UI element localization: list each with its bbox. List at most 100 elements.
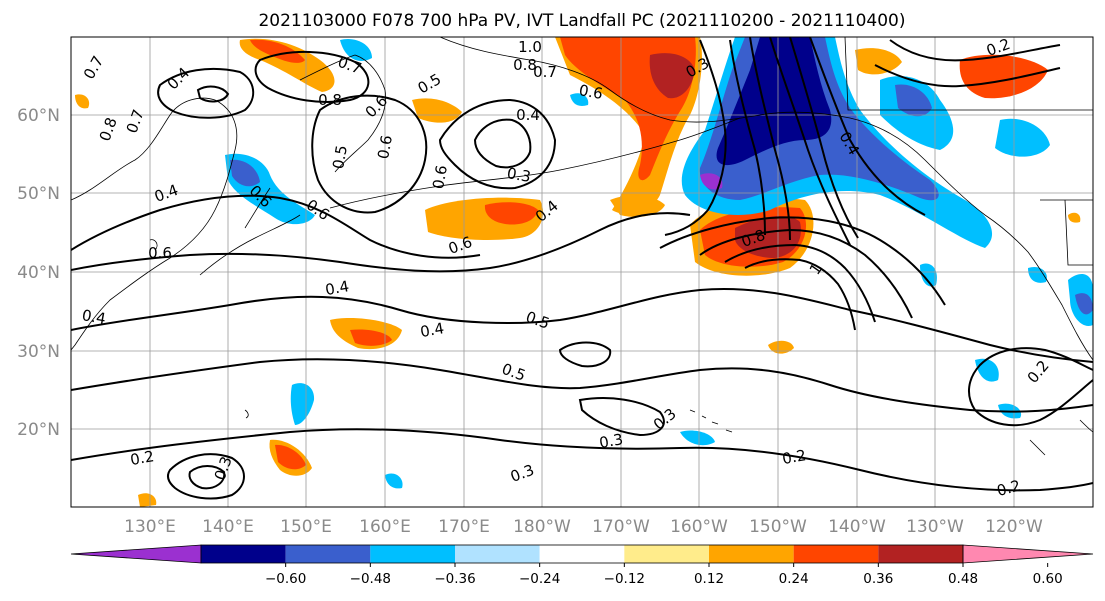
contour-label: 0.6 — [374, 134, 396, 161]
colorbar-tick-label: −0.48 — [350, 571, 391, 587]
positive-anomaly-shading — [855, 48, 902, 75]
contour-line — [71, 288, 1093, 363]
positive-anomaly-shading — [649, 53, 695, 99]
contour-line — [311, 94, 428, 214]
lon-label: 140°E — [202, 517, 254, 537]
contour-label: 0.4 — [324, 277, 351, 299]
negative-anomaly-shading — [895, 84, 932, 117]
coastline-kamchatka — [299, 54, 387, 173]
contour-label: 0.8 — [513, 56, 537, 74]
negative-anomaly-shading — [700, 173, 723, 190]
negative-anomaly-shading — [340, 38, 372, 61]
positive-anomaly-shading — [138, 493, 157, 507]
lat-label: 40°N — [17, 263, 60, 283]
coastline-japan — [199, 187, 301, 276]
positive-anomaly-shading — [735, 216, 801, 258]
contour-line — [744, 258, 856, 331]
colorbar-frame — [200, 544, 964, 564]
contour-label: 0.7 — [533, 63, 557, 81]
coastline-alaska — [439, 37, 986, 216]
colorbar-swatch — [201, 545, 286, 563]
latitude-labels: 60°N 50°N 40°N 30°N 20°N — [17, 106, 60, 440]
colorbar-extend-max — [962, 544, 1094, 564]
colorbar-extend-min — [70, 544, 202, 564]
map-panel: 0.7 0.4 0.70.80.50.61.00.80.70.60.30.40.60… — [70, 35, 1094, 508]
lon-label: 150°W — [749, 517, 807, 537]
colorbar-tick-label: −0.36 — [434, 571, 475, 587]
positive-anomaly-shading — [959, 54, 1048, 99]
colorbar-swatch — [793, 545, 879, 563]
colorbar-tick-label: −0.24 — [519, 571, 560, 587]
colorbar-tick-label: 0.60 — [1033, 571, 1063, 587]
contour-line — [664, 39, 727, 236]
contours — [71, 37, 1093, 500]
positive-anomaly-shading — [75, 94, 90, 109]
coastlines — [71, 37, 1093, 456]
lon-label: 170°E — [438, 517, 490, 537]
lat-label: 30°N — [17, 342, 60, 362]
negative-anomaly-shading — [995, 118, 1050, 157]
lon-label: 120°W — [985, 517, 1043, 537]
coastline-islands — [149, 239, 1093, 456]
contour-label: 0.4 — [81, 306, 108, 328]
contour-line — [558, 341, 612, 368]
contour-line — [699, 228, 913, 319]
positive-anomaly-shading — [484, 202, 538, 225]
colorbar-tick-label: 0.12 — [694, 571, 724, 587]
colorbar-swatch — [455, 545, 540, 563]
contour-label: 0.2 — [995, 476, 1023, 500]
negative-anomaly-shading — [680, 430, 715, 446]
contour-label: 0.2 — [781, 446, 808, 468]
positive-anomaly-shading — [250, 39, 305, 63]
positive-anomaly-shading — [1068, 212, 1081, 223]
contour-line — [438, 98, 557, 190]
coastline-hawaii — [689, 409, 733, 433]
contour-line — [578, 397, 665, 437]
contour-line — [874, 64, 1061, 88]
contour-label: 0.6 — [148, 244, 172, 262]
map-frame — [70, 36, 1094, 508]
coastline-borders — [844, 37, 1093, 266]
negative-anomaly-shading — [1028, 266, 1047, 283]
contour-line — [71, 428, 1093, 492]
positive-anomaly-shading — [275, 444, 306, 470]
contour-label: 0.8 — [318, 91, 342, 109]
colorbar-tick-label: 0.48 — [948, 571, 978, 587]
longitude-labels: 130°E 140°E 150°E 160°E 170°E 180°W 170°… — [124, 517, 1043, 537]
colorbar-tick-label: 0.24 — [779, 571, 809, 587]
coastline-north-america — [984, 214, 1093, 361]
coastline-aleutians — [329, 117, 741, 209]
lat-label: 60°N — [17, 106, 60, 126]
contour-line — [188, 465, 226, 490]
negative-anomaly-shading — [230, 159, 260, 187]
contour-label: 0.4 — [516, 106, 540, 124]
colorbar-tick-label: −0.60 — [265, 571, 306, 587]
colorbar-tick-label: −0.12 — [604, 571, 645, 587]
contour-line — [473, 118, 532, 169]
lon-label: 150°E — [280, 517, 332, 537]
contour-label: 0.3 — [506, 164, 533, 186]
lon-label: 180°W — [513, 517, 571, 537]
lon-label: 170°W — [592, 517, 650, 537]
contour-line — [659, 216, 946, 306]
negative-anomaly-shading — [290, 383, 315, 425]
contour-label: 0.2 — [129, 447, 156, 469]
colorbar-swatch — [624, 545, 709, 563]
lon-label: 130°W — [906, 517, 964, 537]
contour-line — [724, 243, 876, 323]
positive-anomaly-shading — [768, 340, 794, 354]
negative-anomaly-shading — [920, 263, 937, 287]
contour-line — [157, 67, 255, 119]
contour-label: 0.2 — [984, 35, 1013, 60]
contour-label: 0.6 — [429, 164, 451, 191]
contour-line — [968, 347, 1093, 427]
colorbar: −0.60 −0.48 −0.36 −0.24 −0.12 0.12 0.24 0.36 0.4… — [70, 544, 1094, 587]
lon-label: 140°W — [828, 517, 886, 537]
colorbar-swatch — [370, 545, 455, 563]
colorbar-swatch — [709, 545, 794, 563]
figure-title: 2021103000 F078 700 hPa PV, IVT Landfall… — [258, 11, 905, 31]
contour-label: 0.6 — [578, 81, 605, 103]
lon-label: 160°W — [670, 517, 728, 537]
positive-anomaly-shading — [412, 98, 462, 123]
